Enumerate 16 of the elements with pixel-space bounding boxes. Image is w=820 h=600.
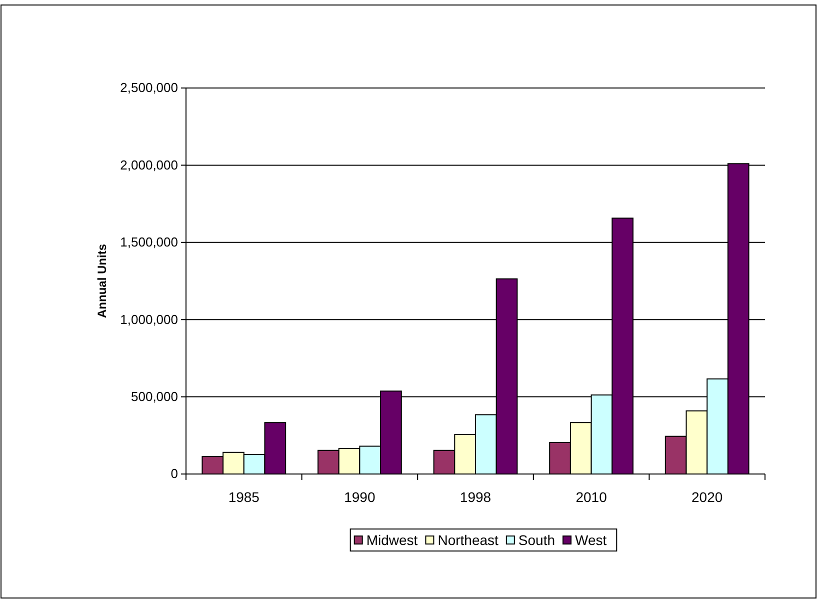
y-tick-label: 1,500,000 xyxy=(120,234,178,250)
legend-label: South xyxy=(518,532,556,548)
legend-label: Northeast xyxy=(438,532,499,548)
legend-label: West xyxy=(575,532,607,548)
x-tick-label: 1985 xyxy=(228,489,260,505)
y-tick-label: 500,000 xyxy=(131,388,178,404)
x-tick-label: 1998 xyxy=(460,489,492,505)
y-tick-label: 1,000,000 xyxy=(120,312,178,327)
y-tick-label: 0 xyxy=(170,466,178,482)
y-tick-label: 2,500,000 xyxy=(120,80,178,96)
x-tick-label: 2020 xyxy=(692,489,723,505)
x-tick-label: 1990 xyxy=(344,489,376,505)
legend-label: Midwest xyxy=(366,532,418,548)
y-tick-label: 2,000,000 xyxy=(120,157,178,172)
y-axis-title: Annual Units xyxy=(95,244,109,318)
x-tick-label: 2010 xyxy=(576,489,608,505)
